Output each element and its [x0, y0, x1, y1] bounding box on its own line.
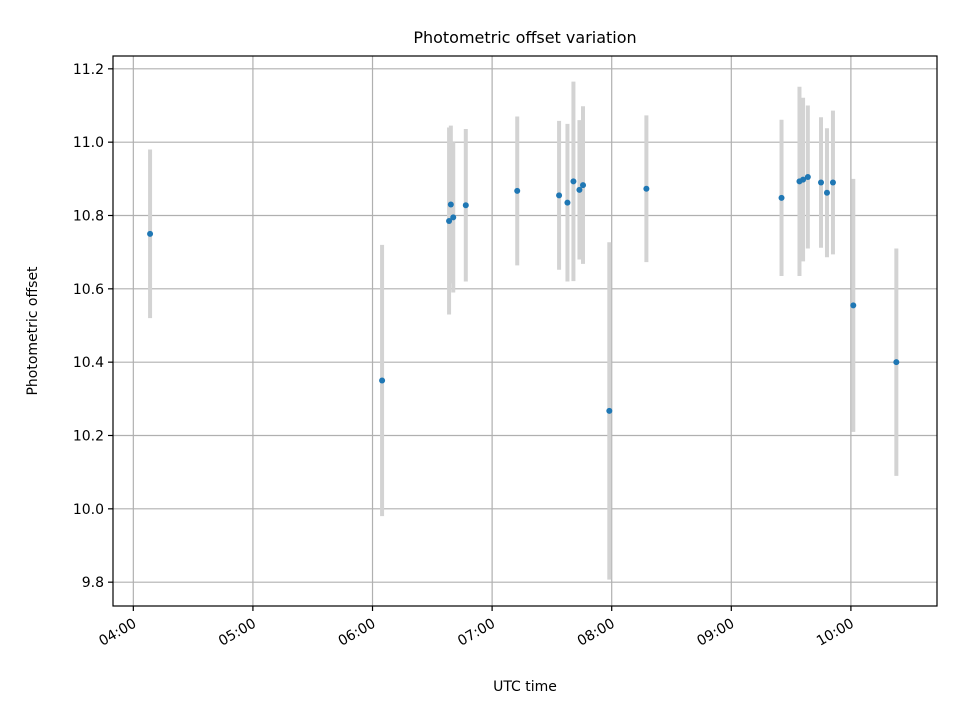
data-points [147, 174, 900, 414]
data-point [564, 199, 571, 206]
data-point [823, 189, 830, 196]
data-point [556, 192, 563, 199]
y-tick-label: 10.2 [73, 429, 104, 445]
data-point [576, 186, 583, 193]
data-point [379, 377, 386, 384]
grid-lines [113, 56, 937, 606]
x-tick-label: 07:00 [455, 616, 498, 650]
y-axis-label: Photometric offset [25, 266, 41, 396]
data-point [778, 194, 785, 201]
data-point [606, 407, 613, 414]
x-axis-ticks: 04:00 05:00 06:00 07:00 08:00 09:00 10:00 [96, 606, 857, 650]
data-point [893, 359, 900, 366]
data-point [147, 230, 154, 237]
axes-frame [112, 55, 938, 607]
y-tick-label: 10.0 [73, 502, 104, 518]
data-point [850, 302, 857, 309]
data-point [817, 179, 824, 186]
data-point [643, 185, 650, 192]
data-point [580, 182, 587, 189]
y-tick-label: 9.8 [82, 575, 104, 591]
data-point [800, 176, 807, 183]
y-tick-label: 11.2 [73, 62, 104, 78]
data-point [447, 201, 454, 208]
data-point [450, 214, 457, 221]
x-tick-label: 09:00 [694, 616, 737, 650]
data-point [804, 174, 811, 180]
error-bars [148, 81, 899, 580]
y-tick-label: 10.4 [73, 355, 104, 371]
x-axis-label: UTC time [493, 679, 557, 695]
y-tick-label: 10.8 [73, 209, 104, 225]
data-point [570, 178, 577, 185]
data-point [514, 187, 521, 194]
x-tick-label: 04:00 [96, 616, 139, 650]
data-point [829, 179, 836, 186]
y-tick-label: 10.6 [73, 282, 104, 298]
chart-title: Photometric offset variation [413, 28, 636, 47]
x-tick-label: 05:00 [216, 616, 259, 650]
x-tick-label: 10:00 [814, 616, 857, 650]
y-axis-ticks: 9.8 10.0 10.2 10.4 10.6 10.8 11.0 11.2 [73, 62, 113, 591]
x-tick-label: 06:00 [336, 616, 379, 650]
x-tick-label: 08:00 [575, 616, 618, 650]
y-tick-label: 11.0 [73, 135, 104, 151]
data-point [462, 202, 469, 209]
data-point [446, 218, 453, 224]
